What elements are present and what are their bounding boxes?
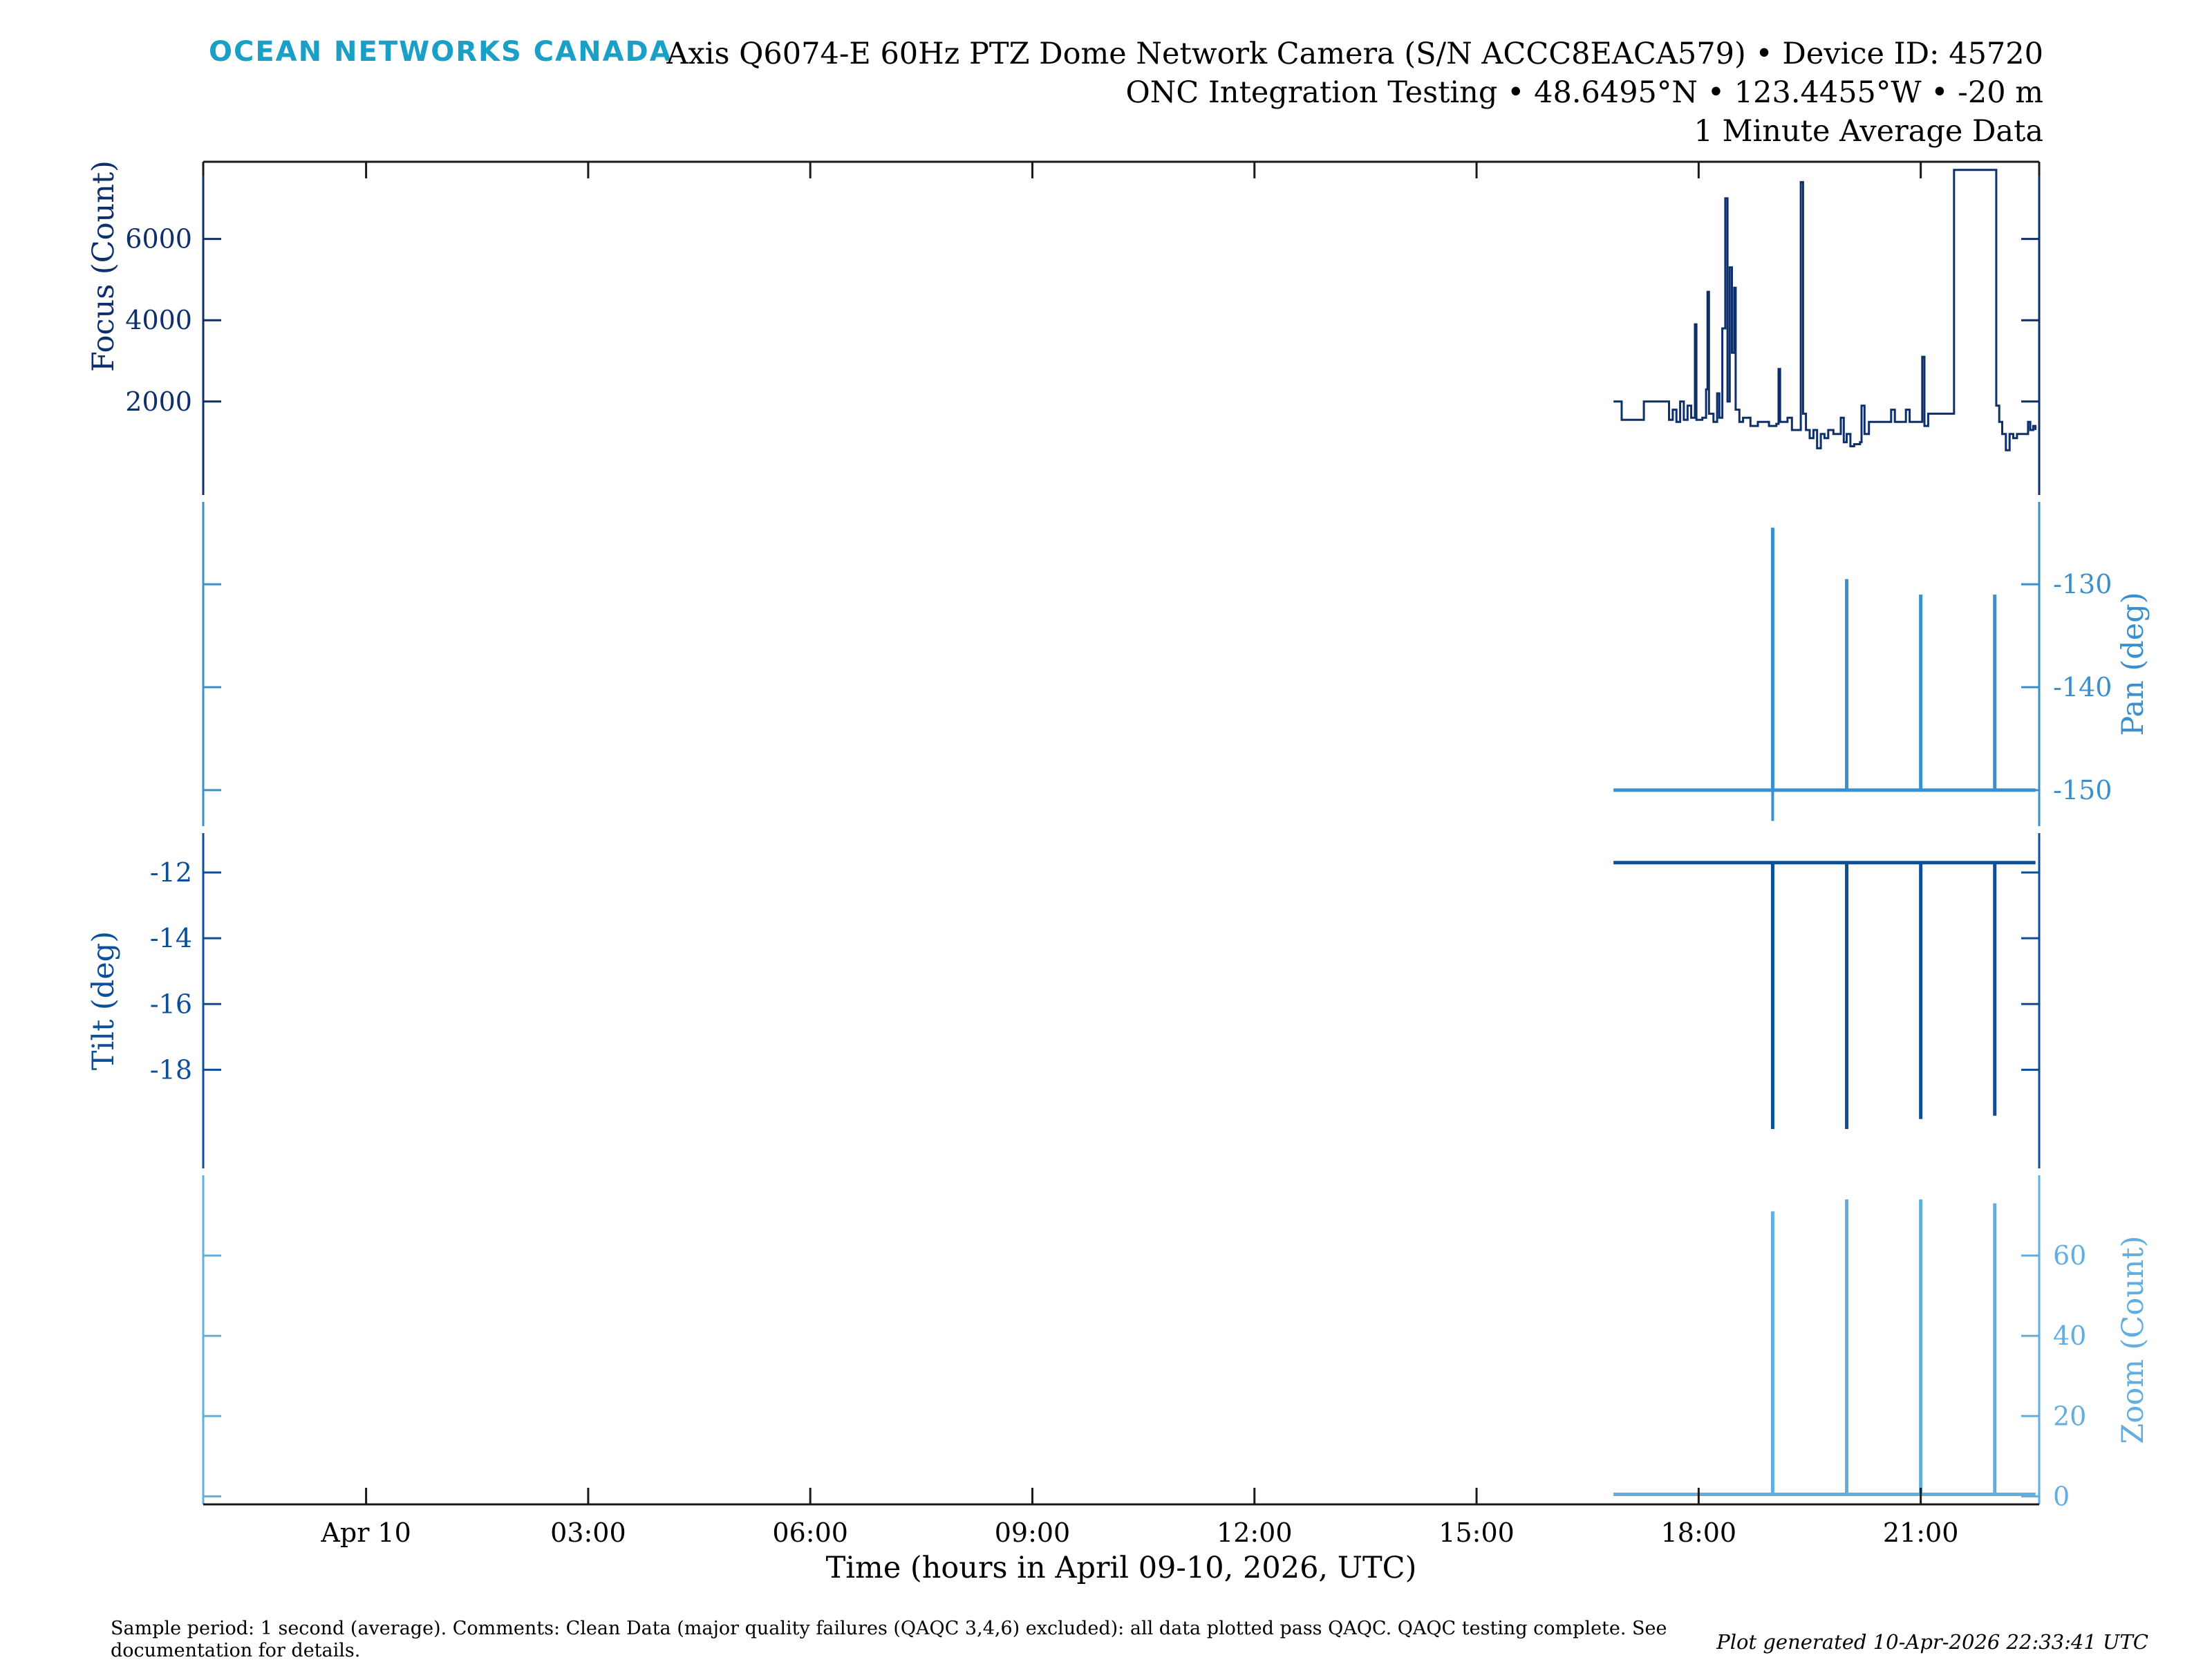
x-tick-label: 06:00	[772, 1518, 848, 1548]
focus-ytick-label: 6000	[125, 224, 192, 254]
pan-ytick-label: -140	[2053, 672, 2112, 702]
tilt-ytick-label: -14	[150, 923, 192, 953]
focus-ytick-label: 2000	[125, 386, 192, 417]
x-tick-label: 18:00	[1661, 1518, 1737, 1548]
x-axis-label: Time (hours in April 09-10, 2026, UTC)	[826, 1551, 1417, 1585]
focus-ytick-label: 4000	[125, 305, 192, 335]
title-line-device: Axis Q6074-E 60Hz PTZ Dome Network Camer…	[666, 37, 2043, 71]
focus-axis-label: Focus (Count)	[86, 160, 121, 372]
zoom-ytick-label: 0	[2053, 1481, 2070, 1511]
pan-axis-label: Pan (deg)	[2116, 592, 2150, 736]
tilt-panel: -12 -14 -16 -18 Tilt (deg)	[86, 833, 2041, 1168]
brand-logo-text: OCEAN NETWORKS CANADA	[209, 36, 673, 68]
x-tick-label: 03:00	[550, 1518, 626, 1548]
pan-ytick-label: -130	[2053, 569, 2112, 599]
plot-generated-timestamp: Plot generated 10-Apr-2026 22:33:41 UTC	[1716, 1630, 2148, 1654]
x-axis: Apr 10 03:00 06:00 09:00 12:00 15:00 18:00 21:0…	[320, 162, 1958, 1548]
x-tick-label: 21:00	[1883, 1518, 1959, 1548]
title-line-average: 1 Minute Average Data	[1694, 114, 2043, 149]
tilt-ytick-label: -18	[150, 1054, 192, 1085]
x-tick-label: 15:00	[1438, 1518, 1515, 1548]
zoom-axis-label: Zoom (Count)	[2116, 1235, 2150, 1444]
tilt-axis-label: Tilt (deg)	[86, 931, 121, 1070]
x-tick-label: 12:00	[1217, 1518, 1293, 1548]
pan-panel: -130 -140 -150 Pan (deg)	[202, 502, 2150, 826]
pan-ytick-label: -150	[2053, 775, 2112, 805]
x-tick-label: 09:00	[995, 1518, 1071, 1548]
tilt-ytick-label: -16	[150, 989, 192, 1019]
plot-frame	[202, 160, 2041, 1506]
chart-title-block: Axis Q6074-E 60Hz PTZ Dome Network Camer…	[666, 35, 2043, 151]
x-tick-label: Apr 10	[320, 1518, 411, 1548]
focus-series-line	[1613, 169, 2037, 451]
zoom-panel: 0 20 40 60 Zoom (Count)	[202, 1175, 2150, 1511]
zoom-ytick-label: 20	[2053, 1401, 2086, 1431]
zoom-ytick-label: 40	[2053, 1320, 2086, 1351]
title-line-location: ONC Integration Testing • 48.6495°N • 12…	[1125, 75, 2043, 110]
zoom-ytick-label: 60	[2053, 1240, 2086, 1271]
footer-comments: Sample period: 1 second (average). Comme…	[111, 1618, 1667, 1661]
tilt-ytick-label: -12	[150, 857, 192, 888]
